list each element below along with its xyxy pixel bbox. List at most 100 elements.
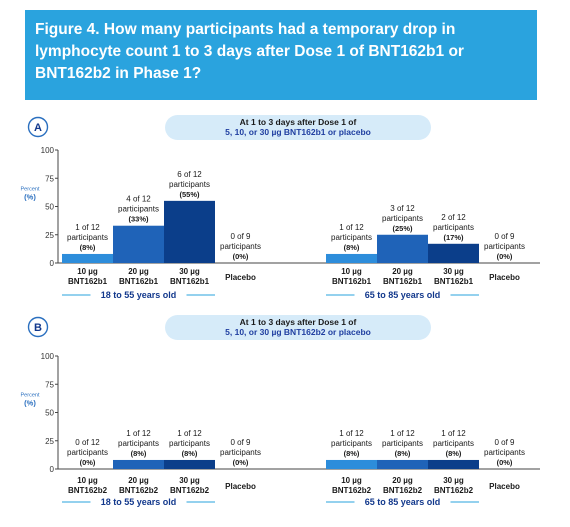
data-label: participants [331, 439, 372, 448]
panel-label-circle [27, 116, 49, 138]
x-tick-label-sub: BNT162b1 [332, 277, 372, 286]
bar [377, 234, 428, 263]
data-label: 1 of 12 [390, 429, 415, 438]
x-tick-label: 20 µg [392, 476, 413, 485]
data-label: participants [169, 180, 210, 189]
x-tick-label-sub: BNT162b2 [170, 486, 210, 495]
x-tick-label-sub: BNT162b1 [383, 277, 423, 286]
data-label: participants [382, 439, 423, 448]
x-tick-label: Placebo [489, 273, 520, 282]
data-label: (8%) [131, 449, 147, 458]
x-tick-label-sub: BNT162b2 [119, 486, 159, 495]
panel-label: A [34, 122, 42, 134]
x-tick-label: 30 µg [443, 267, 464, 276]
x-tick-label-sub: BNT162b1 [68, 277, 108, 286]
data-label: participants [118, 439, 159, 448]
x-tick-label: 20 µg [128, 267, 149, 276]
group-label-bg [354, 494, 451, 507]
y-axis-unit: (%) [24, 398, 36, 407]
x-tick-label: 30 µg [179, 267, 200, 276]
x-tick-label: 10 µg [341, 476, 362, 485]
y-tick-label: 100 [41, 352, 55, 361]
data-label: (0%) [80, 458, 96, 467]
x-tick-label: 30 µg [443, 476, 464, 485]
data-label: 1 of 12 [177, 429, 202, 438]
group-label: 18 to 55 years old [101, 497, 177, 507]
y-axis-label: Percent [21, 186, 40, 192]
figure-title: Figure 4. How many participants had a te… [25, 10, 537, 100]
y-tick-label: 50 [45, 203, 54, 212]
data-label: participants [220, 448, 261, 457]
panel-label-circle [27, 316, 49, 338]
x-tick-label: Placebo [489, 482, 520, 491]
x-tick-label-sub: BNT162b1 [119, 277, 159, 286]
data-label: 2 of 12 [441, 213, 466, 222]
data-label: (8%) [344, 243, 360, 252]
x-tick-label: 10 µg [77, 267, 98, 276]
y-axis-label: Percent [21, 392, 40, 398]
data-label: (8%) [446, 449, 462, 458]
data-label: participants [220, 242, 261, 251]
panel-label: B [34, 322, 42, 334]
banner-pill [165, 315, 431, 340]
y-tick-label: 0 [50, 465, 55, 474]
x-tick-label-sub: BNT162b2 [434, 486, 474, 495]
bar [377, 459, 428, 469]
bar [62, 253, 113, 263]
data-label: 0 of 12 [75, 438, 100, 447]
banner-pill [165, 115, 431, 140]
group-label: 18 to 55 years old [101, 290, 177, 300]
y-tick-label: 0 [50, 259, 55, 268]
data-label: participants [169, 439, 210, 448]
x-tick-label-sub: BNT162b1 [170, 277, 210, 286]
data-label: participants [67, 448, 108, 457]
group-label: 65 to 85 years old [365, 290, 441, 300]
data-label: (8%) [395, 449, 411, 458]
bar [164, 459, 215, 469]
x-tick-label-sub: BNT162b1 [434, 277, 474, 286]
x-tick-label: 30 µg [179, 476, 200, 485]
x-tick-label: 10 µg [77, 476, 98, 485]
y-axis-unit: (%) [24, 192, 36, 201]
data-label: (0%) [497, 252, 513, 261]
banner-line-2: 5, 10, or 30 µg BNT162b1 or placebo [225, 127, 371, 137]
x-tick-label: 20 µg [128, 476, 149, 485]
bar [113, 225, 164, 263]
banner-line-1: At 1 to 3 days after Dose 1 of [240, 117, 357, 127]
data-label: participants [118, 205, 159, 214]
y-tick-label: 100 [41, 146, 55, 155]
banner-line-1: At 1 to 3 days after Dose 1 of [240, 317, 357, 327]
data-label: 1 of 12 [126, 429, 151, 438]
data-label: 1 of 12 [75, 223, 100, 232]
data-label: 1 of 12 [339, 223, 364, 232]
banner-line-2: 5, 10, or 30 µg BNT162b2 or placebo [225, 327, 371, 337]
data-label: 0 of 9 [230, 438, 251, 447]
data-label: participants [67, 233, 108, 242]
group-label-bg [354, 287, 451, 300]
bar [164, 200, 215, 263]
y-tick-label: 25 [45, 437, 54, 446]
data-label: (55%) [179, 190, 200, 199]
bar [326, 459, 377, 469]
x-tick-label: Placebo [225, 482, 256, 491]
x-tick-label-sub: BNT162b2 [332, 486, 372, 495]
data-label: (17%) [443, 233, 464, 242]
data-label: (25%) [392, 224, 413, 233]
x-tick-label-sub: BNT162b2 [68, 486, 108, 495]
data-label: (0%) [497, 458, 513, 467]
bar [428, 243, 479, 263]
data-label: participants [382, 214, 423, 223]
panel-a: A At 1 to 3 days after Dose 1 of5, 10, or… [21, 115, 540, 300]
data-label: 1 of 12 [339, 429, 364, 438]
bar [113, 459, 164, 469]
data-label: participants [484, 242, 525, 251]
data-label: participants [331, 233, 372, 242]
bar [326, 253, 377, 263]
bar [428, 459, 479, 469]
data-label: (8%) [80, 243, 96, 252]
group-label-bg [90, 287, 187, 300]
data-label: participants [433, 223, 474, 232]
data-label: participants [433, 439, 474, 448]
y-tick-label: 50 [45, 409, 54, 418]
